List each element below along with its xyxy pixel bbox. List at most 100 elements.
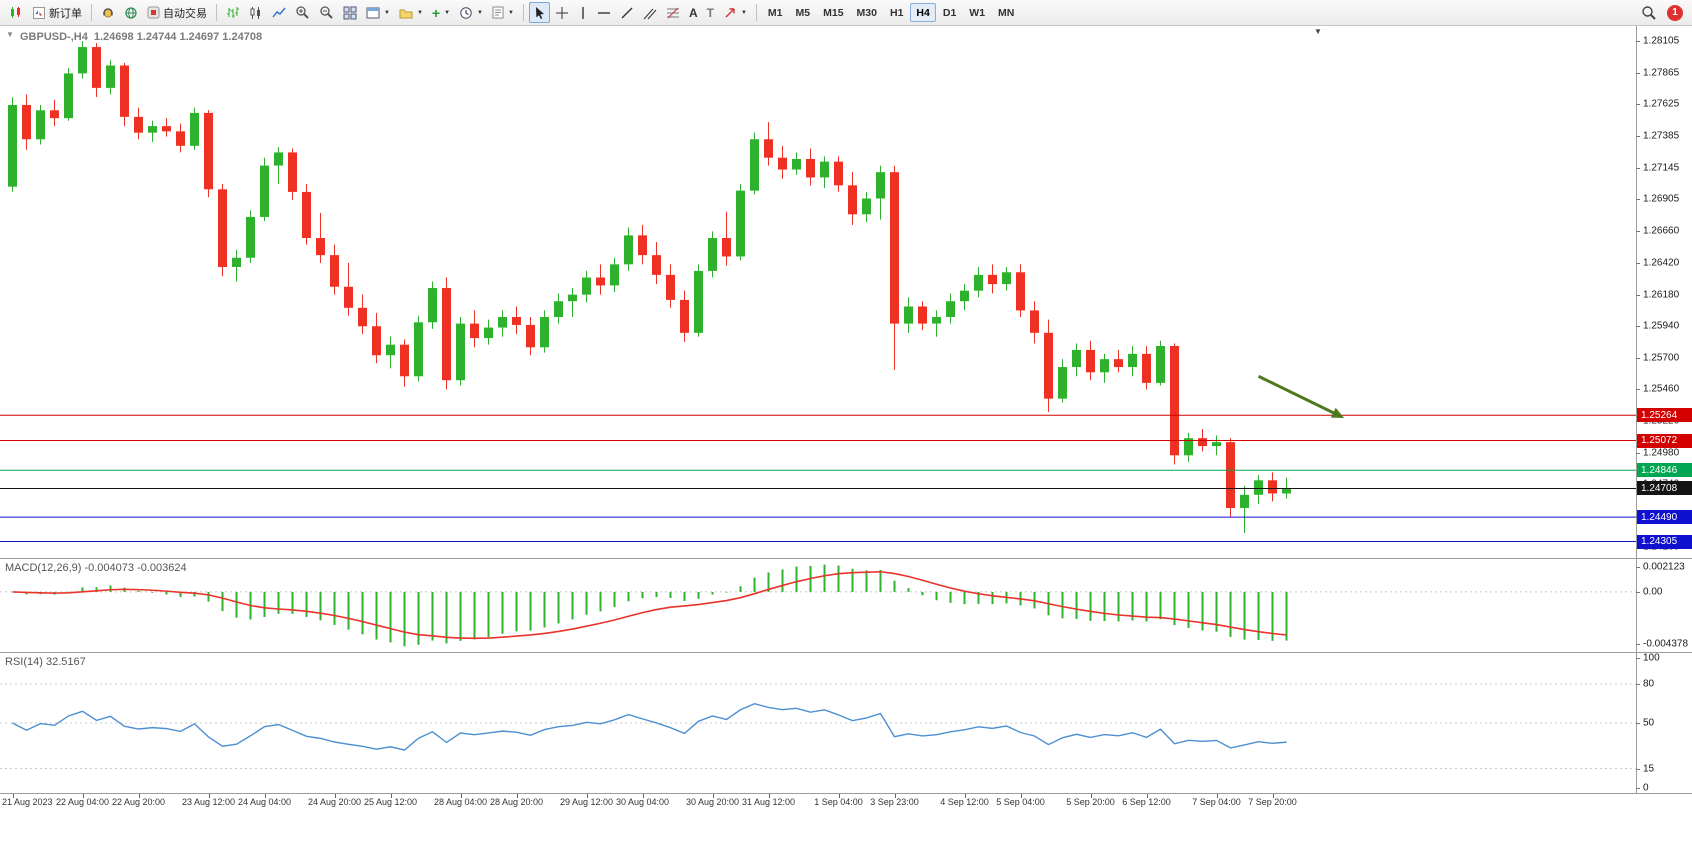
timeframe-mn-button[interactable]: MN [992, 3, 1020, 22]
add-indicator-icon: + [431, 4, 441, 21]
periods-dropdown-button[interactable]: ▼ [455, 2, 487, 23]
price-tick-label: 1.27145 [1643, 162, 1680, 174]
arrows-dropdown-button[interactable]: ▼ [719, 2, 751, 23]
time-tick-mark [516, 794, 518, 798]
timeframe-h1-button[interactable]: H1 [884, 3, 909, 22]
community-button[interactable] [97, 2, 119, 23]
time-tick-mark [1090, 794, 1092, 798]
candlesticks-icon [249, 6, 263, 20]
chart-shift-marker[interactable]: ▼ [1314, 27, 1322, 36]
macd-tick-mark [1636, 643, 1640, 645]
time-axis-label: 6 Sep 12:00 [1122, 797, 1171, 807]
time-tick-mark [768, 794, 770, 798]
horizontal-line-icon [597, 8, 611, 18]
cursor-icon [533, 6, 546, 20]
time-tick-mark [334, 794, 336, 798]
price-axis-divider [1636, 26, 1637, 794]
rsi-tick-label: 80 [1643, 678, 1655, 690]
timeframe-d1-button[interactable]: D1 [937, 3, 962, 22]
time-axis-label: 28 Aug 04:00 [433, 797, 488, 807]
price-tick-mark [1636, 389, 1640, 391]
timeframe-m5-button[interactable]: M5 [790, 3, 817, 22]
indicators-dropdown-button[interactable]: + ▼ [428, 2, 454, 23]
cursor-tool-button[interactable] [528, 2, 550, 23]
time-tick-mark [894, 794, 896, 798]
toolbar: 新订单 自动交易 [0, 0, 1692, 26]
tile-windows-button[interactable] [339, 2, 361, 23]
time-axis-label: 30 Aug 04:00 [615, 797, 670, 807]
time-tick-mark [208, 794, 210, 798]
time-tick-mark [264, 794, 266, 798]
new-window-dropdown-button[interactable]: ▼ [362, 2, 394, 23]
line-chart-type-button[interactable] [268, 2, 290, 23]
time-axis-label: 23 Aug 12:00 [181, 797, 236, 807]
price-tick-mark [1636, 452, 1640, 454]
timeframe-m1-button[interactable]: M1 [762, 3, 789, 22]
rsi-tick-mark [1636, 768, 1640, 770]
one-click-trading-toggle[interactable]: ▼ [6, 30, 14, 39]
timeframe-h4-button[interactable]: H4 [910, 3, 936, 22]
macd-tick-mark [1636, 591, 1640, 593]
toolbar-separator [216, 4, 217, 21]
price-tick-label: 1.26420 [1643, 257, 1680, 269]
rsi-tick-label: 50 [1643, 717, 1655, 729]
label-tool-button[interactable]: T [703, 2, 718, 23]
panel-separator[interactable] [0, 793, 1692, 794]
time-axis-label: 28 Aug 20:00 [489, 797, 544, 807]
price-line-label: 1.24490 [1637, 510, 1692, 525]
channel-tool-button[interactable] [639, 2, 661, 23]
trendline-icon [620, 6, 634, 20]
autotrading-icon [147, 6, 160, 19]
chart-title: GBPUSD-,H4 1.24698 1.24744 1.24697 1.2470… [20, 31, 268, 43]
autotrading-button[interactable]: 自动交易 [143, 2, 211, 23]
time-axis-label: 5 Sep 04:00 [996, 797, 1045, 807]
profiles-dropdown-button[interactable]: ▼ [395, 2, 427, 23]
ohlc-bars-icon [226, 6, 240, 20]
timeframe-m15-button[interactable]: M15 [817, 3, 849, 22]
autotrading-label: 自动交易 [163, 7, 207, 20]
time-tick-mark [964, 794, 966, 798]
candlestick-type-button[interactable] [245, 2, 267, 23]
window-icon [366, 7, 380, 19]
timeframe-m30-button[interactable]: M30 [851, 3, 883, 22]
price-tick-mark [1636, 104, 1640, 106]
time-tick-mark [390, 794, 392, 798]
price-tick-mark [1636, 231, 1640, 233]
bar-chart-type-button[interactable] [222, 2, 244, 23]
vertical-line-tool-button[interactable] [574, 2, 592, 23]
time-axis-label: 29 Aug 12:00 [559, 797, 614, 807]
zoom-out-button[interactable] [315, 2, 338, 23]
time-tick-mark [586, 794, 588, 798]
time-tick-mark [138, 794, 140, 798]
trendline-tool-button[interactable] [616, 2, 638, 23]
price-tick-label: 1.25460 [1643, 383, 1680, 395]
price-tick-mark [1636, 199, 1640, 201]
globe-icon [124, 6, 138, 20]
rsi-tick-label: 15 [1643, 763, 1655, 774]
new-order-button[interactable]: 新订单 [28, 2, 86, 23]
fibonacci-tool-button[interactable] [662, 2, 684, 23]
new-chart-button[interactable] [5, 2, 27, 23]
panel-separator[interactable] [0, 652, 1692, 653]
rsi-tick-label: 100 [1643, 652, 1660, 664]
horizontal-line-tool-button[interactable] [593, 2, 615, 23]
market-button[interactable] [120, 2, 142, 23]
time-axis-label: 22 Aug 04:00 [55, 797, 110, 807]
crosshair-tool-button[interactable] [551, 2, 573, 23]
text-tool-button[interactable]: A [685, 2, 702, 23]
panel-separator[interactable] [0, 558, 1692, 559]
zoom-in-button[interactable] [291, 2, 314, 23]
rsi-tick-mark [1636, 723, 1640, 724]
timeframe-w1-button[interactable]: W1 [963, 3, 991, 22]
rsi-plot[interactable] [0, 653, 1636, 793]
headset-icon [101, 6, 115, 20]
notification-badge[interactable]: 1 [1667, 4, 1683, 21]
arrow-object-icon [723, 6, 737, 20]
time-axis-label: 21 Aug 2023 [2, 797, 53, 807]
time-axis-label: 24 Aug 04:00 [237, 797, 292, 807]
macd-plot[interactable] [0, 559, 1636, 652]
candlestick-plot[interactable] [0, 26, 1636, 558]
search-button[interactable] [1637, 2, 1661, 23]
fibonacci-icon [666, 6, 680, 20]
templates-dropdown-button[interactable]: ▼ [488, 2, 518, 23]
